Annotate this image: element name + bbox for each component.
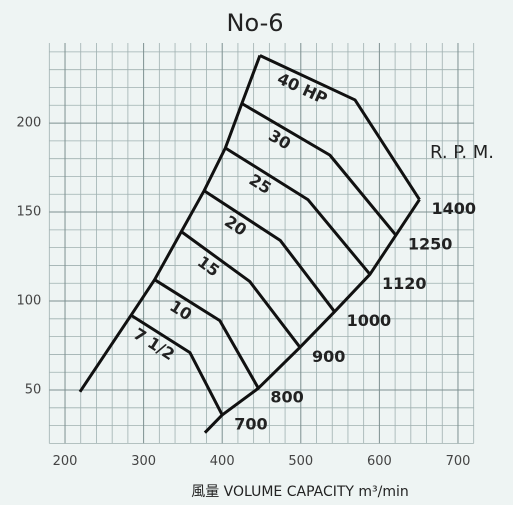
rpm-label: 1400 bbox=[431, 199, 476, 218]
y-tick-label: 150 bbox=[16, 205, 41, 220]
x-tick-label: 300 bbox=[131, 454, 156, 469]
x-tick-label: 700 bbox=[446, 454, 471, 469]
rpm-label: 1250 bbox=[408, 235, 453, 254]
rpm-label: 1120 bbox=[382, 274, 427, 293]
curve-label: 20 bbox=[221, 212, 250, 240]
hp-curve bbox=[203, 189, 336, 313]
x-axis-label: 風量 VOLUME CAPACITY m³/min bbox=[191, 484, 409, 500]
hp-curve bbox=[241, 102, 398, 237]
rpm-title: R. P. M. bbox=[430, 142, 494, 163]
rpm-label: 700 bbox=[234, 414, 267, 433]
rpm-label: 1000 bbox=[347, 311, 392, 330]
y-tick-label: 50 bbox=[25, 383, 42, 398]
hp-curve bbox=[180, 230, 302, 349]
curve-label: 15 bbox=[194, 252, 223, 280]
x-tick-label: 400 bbox=[210, 454, 235, 469]
hp-curve bbox=[259, 54, 421, 201]
rpm-label: 900 bbox=[312, 347, 345, 366]
chart-title: No-6 bbox=[226, 9, 283, 37]
envelope-line bbox=[78, 54, 262, 393]
hp-curve bbox=[130, 314, 224, 416]
y-tick-label: 200 bbox=[16, 116, 41, 131]
rpm-line bbox=[203, 198, 421, 434]
y-tick-label: 100 bbox=[16, 294, 41, 309]
hp-curve bbox=[224, 146, 372, 276]
x-tick-label: 600 bbox=[367, 454, 392, 469]
hp-curve bbox=[153, 278, 260, 389]
x-tick-label: 500 bbox=[288, 454, 313, 469]
curve-label: 25 bbox=[246, 170, 275, 198]
rpm-label: 800 bbox=[270, 388, 303, 407]
x-tick-label: 200 bbox=[53, 454, 78, 469]
